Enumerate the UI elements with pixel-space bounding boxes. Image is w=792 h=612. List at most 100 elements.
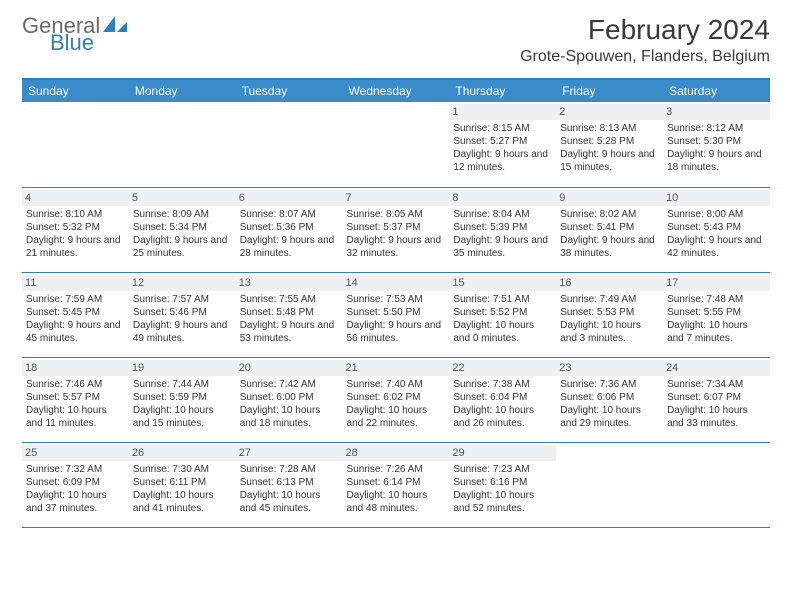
daylight-text: Daylight: 10 hours and 7 minutes. [667,319,766,345]
day-number: 19 [129,360,236,376]
sunset-text: Sunset: 5:52 PM [453,306,552,319]
day-details: Sunrise: 7:32 AMSunset: 6:09 PMDaylight:… [26,463,125,515]
daylight-text: Daylight: 9 hours and 53 minutes. [240,319,339,345]
calendar-body: 1Sunrise: 8:15 AMSunset: 5:27 PMDaylight… [22,102,770,527]
calendar-day-cell [129,102,236,187]
sunrise-text: Sunrise: 7:48 AM [667,293,766,306]
sunrise-text: Sunrise: 8:05 AM [347,208,446,221]
day-number: 24 [663,360,770,376]
daylight-text: Daylight: 10 hours and 45 minutes. [240,489,339,515]
day-details: Sunrise: 8:05 AMSunset: 5:37 PMDaylight:… [347,208,446,260]
sunrise-text: Sunrise: 8:02 AM [560,208,659,221]
day-number: 1 [449,104,556,120]
calendar-day-cell: 20 Sunrise: 7:42 AMSunset: 6:00 PMDayligh… [236,357,343,442]
sunset-text: Sunset: 6:09 PM [26,476,125,489]
day-number: 6 [236,190,343,206]
calendar-day-cell: 7 Sunrise: 8:05 AMSunset: 5:37 PMDaylight… [343,187,450,272]
calendar-day-cell: 16Sunrise: 7:49 AMSunset: 5:53 PMDayligh… [556,272,663,357]
day-details: Sunrise: 7:42 AMSunset: 6:00 PMDaylight:… [240,378,339,430]
sunrise-text: Sunrise: 7:46 AM [26,378,125,391]
day-details: Sunrise: 8:02 AMSunset: 5:41 PMDaylight:… [560,208,659,260]
calendar-day-cell: 18 Sunrise: 7:46 AMSunset: 5:57 PMDayligh… [22,357,129,442]
day-details: Sunrise: 7:46 AMSunset: 5:57 PMDaylight:… [26,378,125,430]
sunset-text: Sunset: 5:37 PM [347,221,446,234]
day-number: 21 [343,360,450,376]
day-details: Sunrise: 7:36 AMSunset: 6:06 PMDaylight:… [560,378,659,430]
daylight-text: Daylight: 10 hours and 3 minutes. [560,319,659,345]
day-details: Sunrise: 8:00 AMSunset: 5:43 PMDaylight:… [667,208,766,260]
calendar-day-cell: 10Sunrise: 8:00 AMSunset: 5:43 PMDayligh… [663,187,770,272]
calendar-day-cell: 23 Sunrise: 7:36 AMSunset: 6:06 PMDayligh… [556,357,663,442]
sunset-text: Sunset: 6:06 PM [560,391,659,404]
sunset-text: Sunset: 6:13 PM [240,476,339,489]
daylight-text: Daylight: 10 hours and 18 minutes. [240,404,339,430]
day-number: 11 [22,275,129,291]
day-number: 13 [236,275,343,291]
day-number: 7 [343,190,450,206]
sunrise-text: Sunrise: 8:07 AM [240,208,339,221]
day-details: Sunrise: 7:40 AMSunset: 6:02 PMDaylight:… [347,378,446,430]
daylight-text: Daylight: 9 hours and 49 minutes. [133,319,232,345]
day-details: Sunrise: 7:26 AMSunset: 6:14 PMDaylight:… [347,463,446,515]
daylight-text: Daylight: 9 hours and 35 minutes. [453,234,552,260]
sunset-text: Sunset: 5:45 PM [26,306,125,319]
day-details: Sunrise: 7:34 AMSunset: 6:07 PMDaylight:… [667,378,766,430]
weekday-header: Friday [556,80,663,102]
calendar-day-cell: 8Sunrise: 8:04 AMSunset: 5:39 PMDaylight… [449,187,556,272]
sunrise-text: Sunrise: 7:32 AM [26,463,125,476]
day-details: Sunrise: 7:38 AMSunset: 6:04 PMDaylight:… [453,378,552,430]
day-number: 20 [236,360,343,376]
sunrise-text: Sunrise: 8:00 AM [667,208,766,221]
day-details: Sunrise: 8:07 AMSunset: 5:36 PMDaylight:… [240,208,339,260]
daylight-text: Daylight: 9 hours and 28 minutes. [240,234,339,260]
daylight-text: Daylight: 9 hours and 42 minutes. [667,234,766,260]
calendar-day-cell: 9 Sunrise: 8:02 AMSunset: 5:41 PMDaylight… [556,187,663,272]
daylight-text: Daylight: 9 hours and 18 minutes. [667,148,766,174]
weekday-header: Thursday [449,80,556,102]
sunrise-text: Sunrise: 7:30 AM [133,463,232,476]
day-details: Sunrise: 7:59 AMSunset: 5:45 PMDaylight:… [26,293,125,345]
sunset-text: Sunset: 5:43 PM [667,221,766,234]
day-number: 26 [129,445,236,461]
sunrise-text: Sunrise: 8:04 AM [453,208,552,221]
daylight-text: Daylight: 9 hours and 56 minutes. [347,319,446,345]
weekday-header: Saturday [663,80,770,102]
calendar-week-row: 18 Sunrise: 7:46 AMSunset: 5:57 PMDayligh… [22,357,770,442]
day-details: Sunrise: 7:51 AMSunset: 5:52 PMDaylight:… [453,293,552,345]
day-details: Sunrise: 7:48 AMSunset: 5:55 PMDaylight:… [667,293,766,345]
calendar-day-cell: 13Sunrise: 7:55 AMSunset: 5:48 PMDayligh… [236,272,343,357]
day-number: 5 [129,190,236,206]
title-block: February 2024 Grote-Spouwen, Flanders, B… [520,14,770,66]
day-number: 23 [556,360,663,376]
sunset-text: Sunset: 6:04 PM [453,391,552,404]
calendar-day-cell [236,102,343,187]
day-number: 18 [22,360,129,376]
sunset-text: Sunset: 5:55 PM [667,306,766,319]
daylight-text: Daylight: 9 hours and 25 minutes. [133,234,232,260]
sunrise-text: Sunrise: 7:59 AM [26,293,125,306]
sunrise-text: Sunrise: 7:49 AM [560,293,659,306]
daylight-text: Daylight: 9 hours and 32 minutes. [347,234,446,260]
sunrise-text: Sunrise: 7:42 AM [240,378,339,391]
logo-text-blue: Blue [50,33,129,53]
day-details: Sunrise: 7:57 AMSunset: 5:46 PMDaylight:… [133,293,232,345]
day-details: Sunrise: 7:23 AMSunset: 6:16 PMDaylight:… [453,463,552,515]
sunset-text: Sunset: 6:07 PM [667,391,766,404]
sunset-text: Sunset: 5:32 PM [26,221,125,234]
day-number: 17 [663,275,770,291]
day-number: 9 [556,190,663,206]
calendar-day-cell: 6 Sunrise: 8:07 AMSunset: 5:36 PMDaylight… [236,187,343,272]
calendar-day-cell: 17 Sunrise: 7:48 AMSunset: 5:55 PMDayligh… [663,272,770,357]
sunset-text: Sunset: 5:53 PM [560,306,659,319]
calendar-day-cell: 26Sunrise: 7:30 AMSunset: 6:11 PMDayligh… [129,442,236,527]
sunrise-text: Sunrise: 7:36 AM [560,378,659,391]
day-number: 8 [449,190,556,206]
calendar-day-cell: 24 Sunrise: 7:34 AMSunset: 6:07 PMDayligh… [663,357,770,442]
daylight-text: Daylight: 10 hours and 22 minutes. [347,404,446,430]
sunset-text: Sunset: 6:00 PM [240,391,339,404]
calendar-week-row: 25Sunrise: 7:32 AMSunset: 6:09 PMDayligh… [22,442,770,527]
day-details: Sunrise: 7:28 AMSunset: 6:13 PMDaylight:… [240,463,339,515]
day-number: 29 [449,445,556,461]
sunrise-text: Sunrise: 8:09 AM [133,208,232,221]
sunset-text: Sunset: 5:41 PM [560,221,659,234]
